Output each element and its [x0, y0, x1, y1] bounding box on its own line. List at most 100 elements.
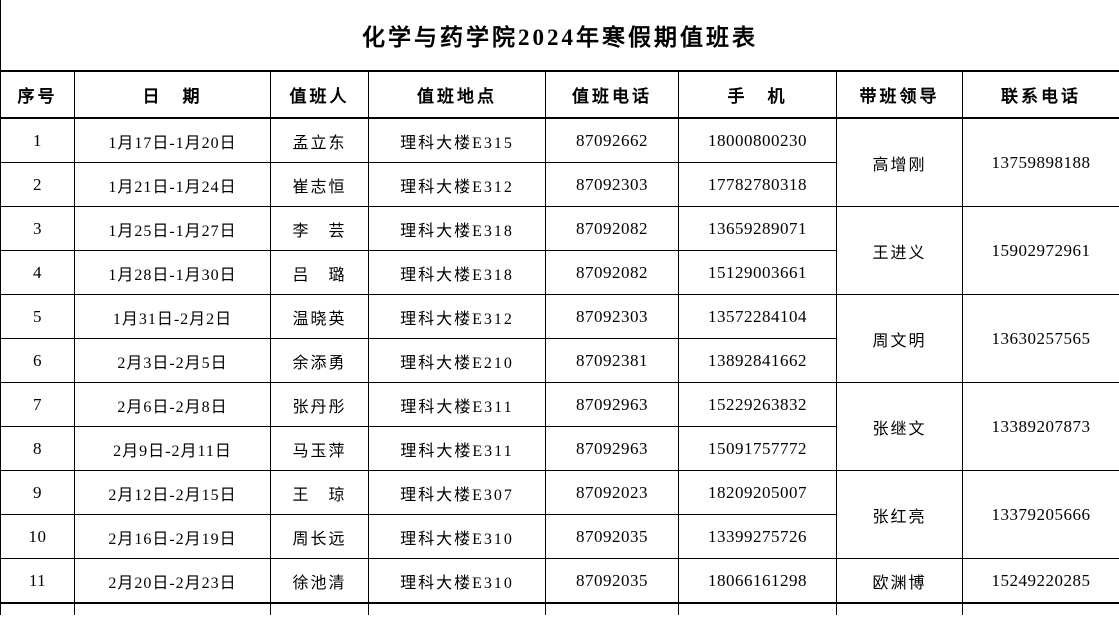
cutoff-cell [678, 602, 837, 615]
table-row: 2 1月21日-1月24日 崔志恒 理科大楼E312 87092303 177827803… [0, 162, 1119, 207]
cell-date: 2月12日-2月15日 [74, 470, 271, 515]
cell-location: 理科大楼E311 [368, 382, 546, 427]
cell-leader: 周文明 [836, 294, 963, 383]
cell-date: 2月3日-2月5日 [74, 338, 271, 383]
table-row: 5 1月31日-2月2日 温晓英 理科大楼E312 87092303 1357228410… [0, 294, 1119, 383]
cell-contact-phone: 13389207873 [962, 382, 1119, 471]
cell-contact-phone: 13379205666 [962, 470, 1119, 559]
cell-location: 理科大楼E312 [368, 162, 546, 207]
cell-no: 2 [0, 162, 75, 207]
cell-mobile: 18000800230 [678, 117, 837, 163]
cell-leader: 欧渊博 [836, 558, 963, 604]
cutoff-cell [836, 602, 963, 615]
cell-date: 2月9日-2月11日 [74, 426, 271, 471]
header-contact-phone: 联系电话 [962, 70, 1119, 119]
cutoff-cell [545, 602, 679, 615]
cell-mobile: 13572284104 [678, 294, 837, 339]
cell-leader: 高增刚 [836, 117, 963, 207]
cell-location: 理科大楼E310 [368, 514, 546, 559]
cell-mobile: 17782780318 [678, 162, 837, 207]
cell-date: 1月28日-1月30日 [74, 250, 271, 295]
table-row: 9 2月12日-2月15日王 琼理科大楼E307 87092023 182092050… [0, 470, 1119, 559]
cell-person: 温晓英 [270, 294, 369, 339]
cell-person: 李 芸 [270, 206, 369, 251]
cell-mobile: 13892841662 [678, 338, 837, 383]
cell-person: 吕 璐 [270, 250, 369, 295]
cell-leader: 张继文 [836, 382, 963, 471]
cell-location: 理科大楼E312 [368, 294, 546, 339]
cutoff-row [0, 602, 1119, 615]
table-head: 化学与药学院2024年寒假期值班表 序号 日 期 值班人 值班地点 值班电话 手… [0, 0, 1119, 119]
cell-mobile: 15229263832 [678, 382, 837, 427]
table-row: 1 1月17日-1月20日 孟立东 理科大楼E315 87092662 180008002… [0, 117, 1119, 207]
cell-person: 余添勇 [270, 338, 369, 383]
table-row: 3 1月25日-1月27日李 芸理科大楼E318 87092082 136592890… [0, 206, 1119, 295]
cell-date: 2月16日-2月19日 [74, 514, 271, 559]
cell-date: 2月20日-2月23日 [74, 558, 271, 604]
header-mobile: 手 机 [678, 70, 837, 119]
cell-person: 孟立东 [270, 117, 369, 163]
cell-location: 理科大楼E310 [368, 558, 546, 604]
cell-no: 7 [0, 382, 75, 427]
cell-person: 周长远 [270, 514, 369, 559]
cell-mobile: 18209205007 [678, 470, 837, 515]
cell-no: 8 [0, 426, 75, 471]
cell-person: 崔志恒 [270, 162, 369, 207]
cell-location: 理科大楼E210 [368, 338, 546, 383]
page-title: 化学与药学院2024年寒假期值班表 [0, 0, 1119, 72]
header-date: 日 期 [74, 70, 271, 119]
table-row: 7 2月6日-2月8日 张丹彤 理科大楼E311 87092963 15229263832… [0, 382, 1119, 471]
cell-duty-phone: 87092082 [545, 206, 679, 251]
header-leader: 带班领导 [836, 70, 963, 119]
cell-person: 王 琼 [270, 470, 369, 515]
cell-date: 1月31日-2月2日 [74, 294, 271, 339]
cell-location: 理科大楼E307 [368, 470, 546, 515]
cell-duty-phone: 87092303 [545, 162, 679, 207]
cell-location: 理科大楼E311 [368, 426, 546, 471]
header-no: 序号 [0, 70, 75, 119]
cutoff-cell [962, 602, 1119, 615]
cell-leader: 张红亮 [836, 470, 963, 559]
cell-no: 9 [0, 470, 75, 515]
table-body: 1 1月17日-1月20日 孟立东 理科大楼E315 87092662 180008002… [0, 117, 1119, 615]
cell-no: 5 [0, 294, 75, 339]
cell-contact-phone: 13759898188 [962, 117, 1119, 207]
cell-mobile: 15129003661 [678, 250, 837, 295]
cutoff-cell [0, 602, 75, 615]
cell-contact-phone: 13630257565 [962, 294, 1119, 383]
cell-no: 10 [0, 514, 75, 559]
cell-mobile: 13659289071 [678, 206, 837, 251]
cell-location: 理科大楼E318 [368, 206, 546, 251]
header-person: 值班人 [270, 70, 369, 119]
cell-person: 马玉萍 [270, 426, 369, 471]
cell-date: 2月6日-2月8日 [74, 382, 271, 427]
cell-duty-phone: 87092303 [545, 294, 679, 339]
cell-mobile: 18066161298 [678, 558, 837, 604]
cutoff-cell [74, 602, 271, 615]
cell-duty-phone: 87092662 [545, 117, 679, 163]
cutoff-cell [270, 602, 369, 615]
header-duty-phone: 值班电话 [545, 70, 679, 119]
cell-contact-phone: 15249220285 [962, 558, 1119, 604]
cell-no: 1 [0, 117, 75, 163]
cell-duty-phone: 87092381 [545, 338, 679, 383]
cell-no: 3 [0, 206, 75, 251]
cell-duty-phone: 87092963 [545, 382, 679, 427]
cell-mobile: 15091757772 [678, 426, 837, 471]
cell-date: 1月25日-1月27日 [74, 206, 271, 251]
cell-mobile: 13399275726 [678, 514, 837, 559]
cell-duty-phone: 87092035 [545, 558, 679, 604]
cell-duty-phone: 87092082 [545, 250, 679, 295]
title-row: 化学与药学院2024年寒假期值班表 [0, 0, 1119, 72]
cell-date: 1月17日-1月20日 [74, 117, 271, 163]
cell-person: 徐池清 [270, 558, 369, 604]
header-row: 序号 日 期 值班人 值班地点 值班电话 手 机 带班领导 联系电话 [0, 70, 1119, 119]
cell-no: 6 [0, 338, 75, 383]
cell-date: 1月21日-1月24日 [74, 162, 271, 207]
cell-duty-phone: 87092023 [545, 470, 679, 515]
cell-duty-phone: 87092035 [545, 514, 679, 559]
table-row: 8 2月9日-2月11日 马玉萍 理科大楼E311 87092963 1509175777… [0, 426, 1119, 471]
table-row: 4 1月28日-1月30日吕 璐理科大楼E318 87092082 151290036… [0, 250, 1119, 295]
